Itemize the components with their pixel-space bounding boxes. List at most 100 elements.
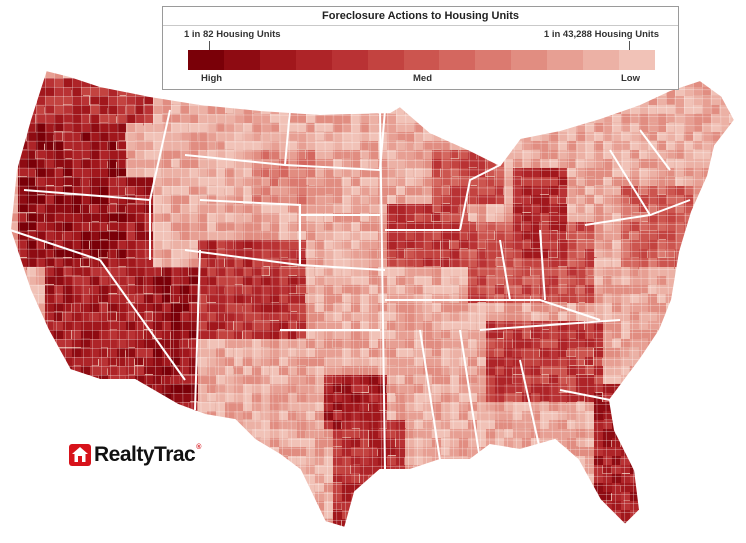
county-cell [126,285,136,296]
county-cell [108,123,118,134]
county-cell [72,294,82,303]
county-cell [297,231,307,240]
county-cell [162,168,174,178]
county-cell [243,438,252,449]
county-cell [225,456,235,467]
county-cell [99,105,108,116]
county-cell [621,474,633,486]
county-cell [639,474,651,486]
county-cell [351,537,361,543]
county-cell [18,222,28,234]
county-cell [693,78,703,89]
county-cell [315,231,324,243]
county-cell [711,492,723,501]
county-cell [243,375,254,387]
county-cell [36,60,44,70]
county-cell [576,366,588,375]
county-cell [549,456,558,468]
county-cell [549,411,559,423]
county-cell [387,429,396,439]
county-cell [36,276,46,285]
county-cell [243,231,255,241]
county-cell [495,438,507,448]
county-cell [18,348,28,358]
county-cell [81,483,93,493]
county-cell [540,501,551,512]
county-cell [54,78,65,89]
county-cell [558,501,570,512]
county-cell [684,105,696,117]
county-cell [252,285,263,296]
county-cell [144,429,154,441]
county-cell [585,321,597,333]
county-cell [63,276,74,286]
county-cell [180,420,189,431]
county-cell [729,132,735,144]
county-cell [234,222,246,232]
county-cell [711,168,723,179]
county-cell [234,456,244,467]
county-cell [18,510,30,520]
county-cell [396,384,406,395]
county-cell [684,384,693,396]
county-cell [711,276,722,285]
county-cell [603,168,615,180]
county-cell [54,537,62,543]
county-cell [252,249,264,261]
county-cell [486,339,496,349]
county-cell [126,132,138,144]
county-border-line [10,203,735,208]
county-cell [54,105,66,115]
county-cell [657,465,668,475]
county-cell [540,330,550,341]
county-cell [27,492,37,503]
county-cell [441,375,451,386]
county-cell [306,267,315,279]
county-cell [594,105,606,114]
county-cell [99,195,111,206]
county-cell [639,285,648,294]
county-cell [504,249,514,260]
county-cell [594,438,605,448]
county-cell [558,132,569,141]
county-cell [729,70,735,78]
county-cell [72,492,82,502]
state-border [194,249,201,411]
county-cell [585,375,597,385]
county-cell [729,402,735,413]
county-cell [36,429,47,439]
county-cell [189,420,200,430]
county-cell [468,123,477,133]
county-cell [567,474,576,483]
county-border-line [10,527,735,528]
county-cell [288,204,300,213]
county-cell [279,114,291,125]
county-cell [261,294,272,304]
county-cell [90,204,101,216]
county-cell [657,447,669,457]
county-cell [189,231,199,242]
county-cell [540,249,549,259]
county-cell [513,375,525,384]
county-cell [702,375,712,384]
county-cell [333,258,345,270]
county-cell [198,510,210,520]
county-cell [531,177,541,189]
county-cell [585,222,595,232]
county-cell [738,150,746,160]
county-cell [702,159,712,169]
county-cell [180,384,190,396]
county-cell [639,375,651,384]
county-border-line [10,113,735,118]
county-cell [549,168,561,178]
county-cell [729,114,735,125]
county-cell [495,528,503,539]
county-cell [657,348,667,358]
county-cell [549,528,560,538]
county-cell [10,87,19,96]
county-cell [612,483,621,495]
county-cell [387,384,398,396]
county-cell [738,240,746,250]
county-cell [459,465,470,475]
county-cell [423,276,433,287]
